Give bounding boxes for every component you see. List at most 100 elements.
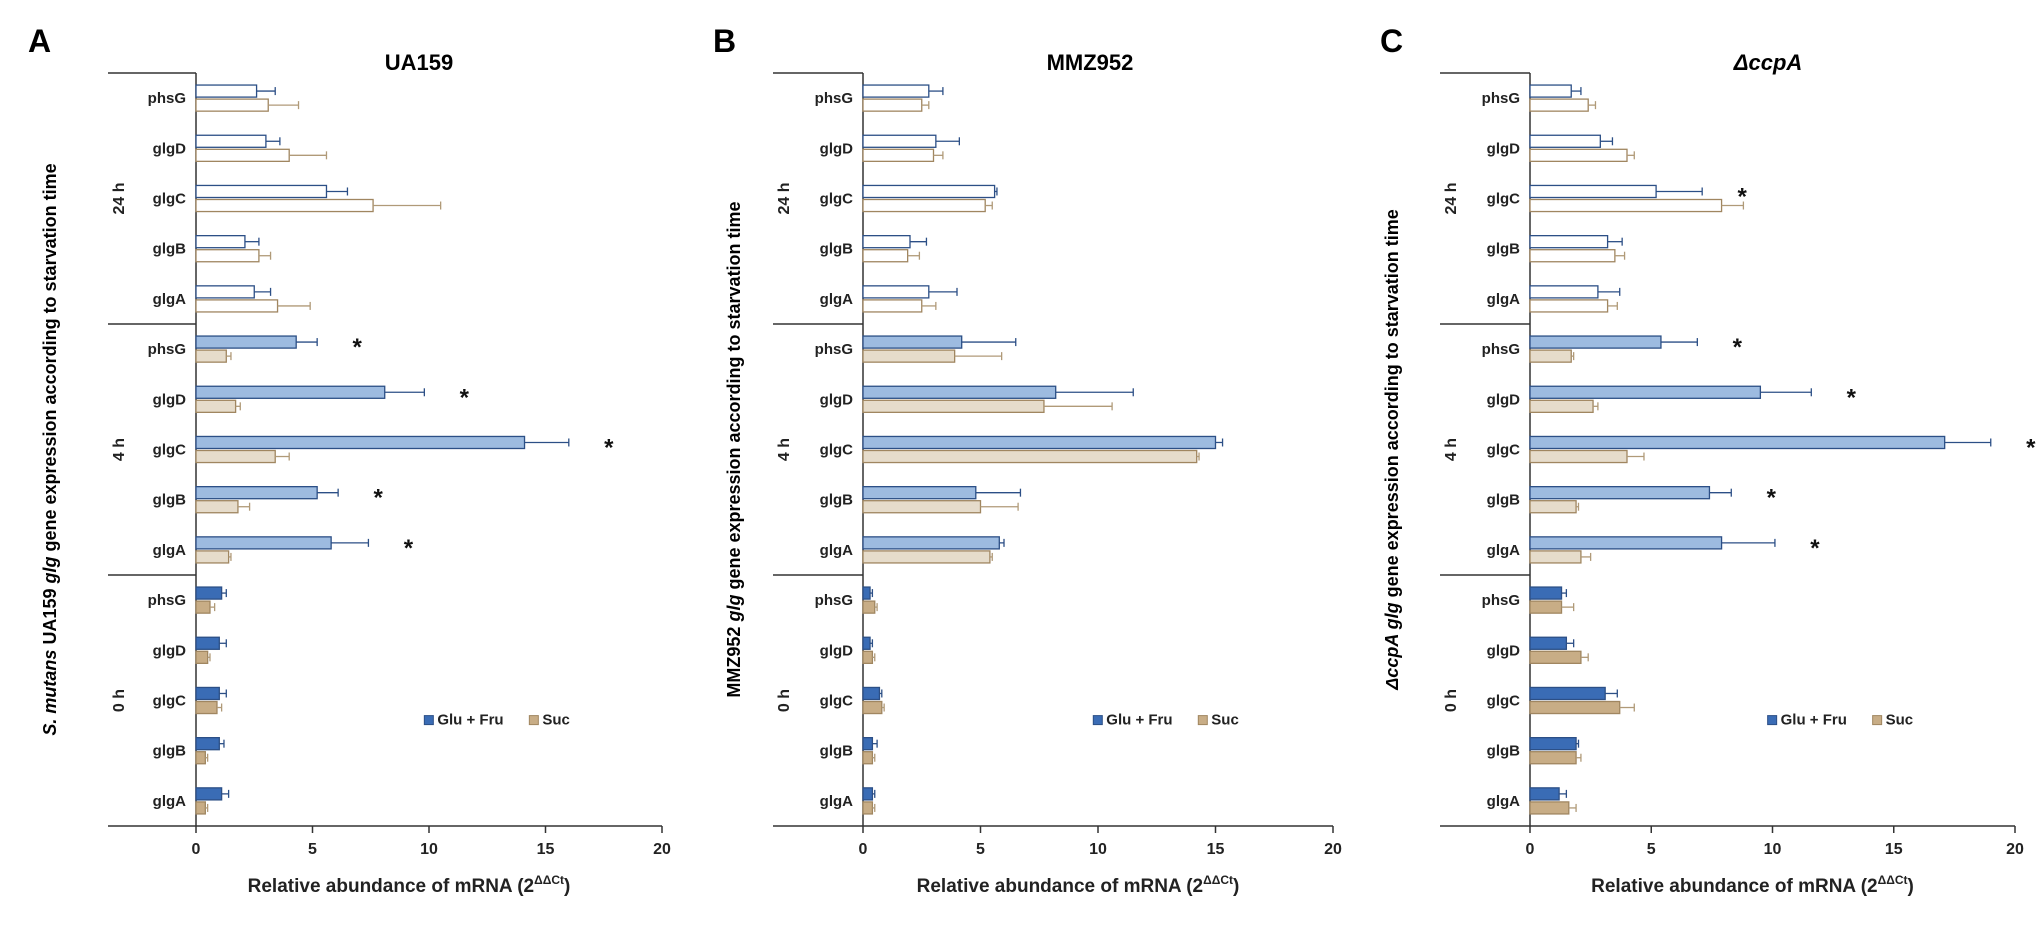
bar-suc <box>195 198 374 213</box>
category-label: glgB <box>820 492 853 509</box>
bar-suc <box>862 801 874 815</box>
bar-suc <box>862 500 982 514</box>
x-axis-label: Relative abundance of mRNA (2ΔΔCt) <box>917 873 1240 897</box>
bar-glu-fru <box>1529 486 1711 500</box>
bar-suc <box>862 299 923 313</box>
category-label: glgD <box>153 391 186 408</box>
bar-glu-fru <box>195 435 526 450</box>
category-label: glgC <box>820 693 853 710</box>
bar-glu-fru <box>195 787 223 801</box>
significance-star: * <box>604 435 614 462</box>
category-label: phsG <box>815 341 853 358</box>
legend-swatch-glu-fru <box>423 715 434 726</box>
significance-star: * <box>352 334 362 361</box>
bar-glu-fru <box>1529 285 1599 299</box>
time-group-label: 4 h <box>1443 438 1460 461</box>
bar-suc <box>195 349 227 363</box>
bar-glu-fru <box>195 486 318 500</box>
category-label: phsG <box>148 592 186 609</box>
significance-star: * <box>1847 384 1857 411</box>
bar-suc <box>862 449 1198 464</box>
category-label: glgD <box>820 140 853 157</box>
x-tick-label: 5 <box>308 841 317 858</box>
bar-glu-fru <box>862 335 963 349</box>
category-label: glgA <box>820 542 853 559</box>
panel-title: ΔccpA <box>1733 50 1803 75</box>
panel-title: UA159 <box>385 50 453 75</box>
bar-glu-fru <box>195 285 255 299</box>
bar-suc <box>195 700 218 715</box>
category-label: glgD <box>153 140 186 157</box>
bar-suc <box>862 700 883 715</box>
bar-glu-fru <box>195 134 267 148</box>
bar-suc <box>862 751 874 765</box>
bar-suc <box>195 399 237 413</box>
bar-suc <box>862 249 909 263</box>
significance-star: * <box>1810 535 1820 562</box>
bar-glu-fru <box>1529 787 1560 801</box>
y-axis-label: S. mutans UA159 glg gene expression acco… <box>40 163 60 735</box>
category-label: glgB <box>1487 241 1520 258</box>
panel-b: B MMZ952 0 5 10 15 20 Relative abundance of mRN… <box>713 23 1342 897</box>
category-label: glgA <box>153 291 186 308</box>
bar-glu-fru <box>862 686 881 701</box>
panel-letter: B <box>713 23 736 59</box>
bar-glu-fru <box>1529 335 1662 349</box>
category-label: glgC <box>153 191 186 208</box>
bar-glu-fru <box>1529 134 1601 148</box>
bar-glu-fru <box>862 536 1000 550</box>
category-label: glgA <box>1487 291 1520 308</box>
category-label: glgC <box>1487 191 1520 208</box>
legend-swatch-suc <box>1872 715 1883 726</box>
time-group-label: 4 h <box>776 438 793 461</box>
category-label: phsG <box>1482 90 1520 107</box>
bar-glu-fru <box>195 184 328 199</box>
bar-glu-fru <box>862 435 1217 450</box>
category-label: glgB <box>1487 492 1520 509</box>
category-label: glgC <box>153 693 186 710</box>
bar-glu-fru <box>862 586 871 600</box>
category-label: glgB <box>820 241 853 258</box>
bar-suc <box>1529 299 1609 313</box>
category-label: glgB <box>153 241 186 258</box>
time-group-label: 4 h <box>111 438 128 461</box>
category-label: glgB <box>153 743 186 760</box>
category-label: glgC <box>820 191 853 208</box>
category-label: phsG <box>815 592 853 609</box>
panel-c: C ΔccpA 0 5 10 15 20 Relative abundance of mRNA… <box>1380 23 2036 897</box>
x-tick-label: 20 <box>2006 841 2024 858</box>
category-label: glgC <box>1487 693 1520 710</box>
legend-swatch-glu-fru <box>1767 715 1778 726</box>
significance-star: * <box>1767 485 1777 512</box>
bar-suc <box>195 249 260 263</box>
category-label: phsG <box>815 90 853 107</box>
category-label: glgC <box>153 442 186 459</box>
x-tick-label: 15 <box>537 841 555 858</box>
bar-suc <box>195 148 290 162</box>
legend-label-suc: Suc <box>542 712 570 729</box>
bar-suc <box>1529 550 1582 564</box>
category-label: phsG <box>148 341 186 358</box>
category-label: glgC <box>1487 442 1520 459</box>
bar-glu-fru <box>1529 84 1572 98</box>
time-group-label: 0 h <box>776 689 793 712</box>
bar-glu-fru <box>1529 184 1657 199</box>
bar-glu-fru <box>195 737 220 751</box>
category-label: glgA <box>1487 793 1520 810</box>
x-tick-label: 10 <box>1089 841 1107 858</box>
bar-suc <box>1529 349 1572 363</box>
panel-title: MMZ952 <box>1047 50 1134 75</box>
bar-suc <box>195 98 269 112</box>
legend-label-glu-fru: Glu + Fru <box>1106 712 1172 729</box>
bar-glu-fru <box>862 486 977 500</box>
x-tick-label: 15 <box>1885 841 1903 858</box>
bar-glu-fru <box>862 385 1057 399</box>
bar-glu-fru <box>195 586 223 600</box>
bar-glu-fru <box>195 385 386 399</box>
bar-suc <box>195 751 206 765</box>
bar-suc <box>862 198 986 213</box>
bar-suc <box>1529 700 1621 715</box>
x-tick-label: 15 <box>1207 841 1225 858</box>
panel-letter: A <box>28 23 51 59</box>
